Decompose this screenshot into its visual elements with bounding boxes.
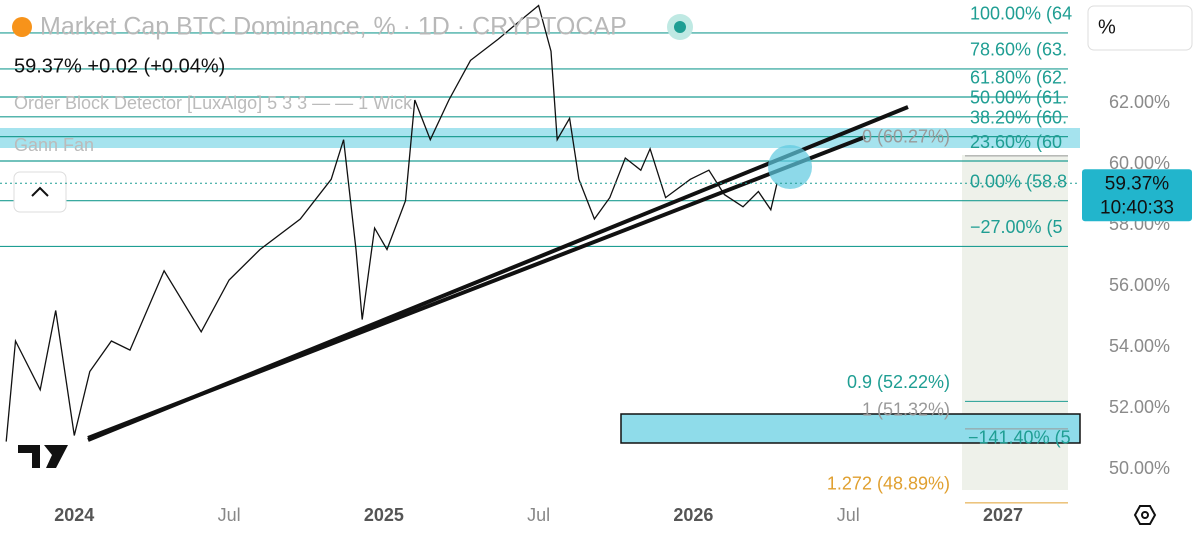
tv-logo (18, 445, 68, 468)
price-line (5, 4, 778, 442)
indicator-label[interactable]: Gann Fan (14, 135, 94, 155)
x-tick-label: Jul (218, 505, 241, 525)
fib-label: 0.00% (58.8 (970, 171, 1067, 191)
x-tick-label: 2024 (54, 505, 94, 525)
box-label: −141.40% (5 (968, 427, 1071, 447)
fib-label: 50.00% (61. (970, 88, 1067, 108)
y-tick-label: 50.00% (1109, 458, 1170, 478)
y-tick-label: 52.00% (1109, 397, 1170, 417)
quote: 59.37% +0.02 (+0.04%) (14, 55, 225, 77)
settings-icon[interactable] (1133, 505, 1157, 525)
x-tick-label: Jul (837, 505, 860, 525)
price-tag-value: 59.37% (1105, 173, 1170, 194)
fib-label: −27.00% (5 (970, 217, 1063, 237)
x-tick-label: 2025 (364, 505, 404, 525)
fib-label: 23.60% (60 (970, 132, 1062, 152)
y-tick-label: 54.00% (1109, 336, 1170, 356)
unit-button[interactable] (1087, 5, 1193, 51)
gann-label: 0 (60.27%) (862, 127, 950, 147)
status-dot-core (674, 21, 686, 33)
trendline (87, 135, 866, 440)
symbol-title: Market Cap BTC Dominance, % · 1D · CRYPT… (40, 13, 627, 41)
chevron-icon (31, 186, 49, 197)
gann-label: 1.272 (48.89%) (827, 474, 950, 494)
fib-label: 61.80% (62. (970, 68, 1067, 88)
indicator-label[interactable]: Order Block Detector [LuxAlgo] 5 3 3 — —… (14, 93, 413, 113)
fib-label: 38.20% (60. (970, 107, 1067, 127)
settings-icon-core (1141, 511, 1149, 519)
coin-icon (12, 17, 32, 37)
x-tick-label: Jul (527, 505, 550, 525)
y-tick-label: 60.00% (1109, 153, 1170, 173)
price-tag-time: 10:40:33 (1100, 197, 1174, 218)
highlight-circle (768, 145, 812, 189)
gann-label: 0.9 (52.22%) (847, 372, 950, 392)
y-tick-label: 62.00% (1109, 92, 1170, 112)
order-block (0, 128, 1080, 148)
collapse-button[interactable] (13, 171, 67, 213)
fib-label: 78.60% (63. (970, 40, 1067, 60)
x-tick-label: 2027 (983, 505, 1023, 525)
fib-label: 100.00% (64 (970, 4, 1072, 24)
price-tag (1082, 169, 1192, 222)
gann-label: 1 (51.32%) (862, 400, 950, 420)
y-tick-label: 56.00% (1109, 275, 1170, 295)
unit-button-label[interactable]: % (1098, 16, 1116, 38)
x-tick-label: 2026 (673, 505, 713, 525)
